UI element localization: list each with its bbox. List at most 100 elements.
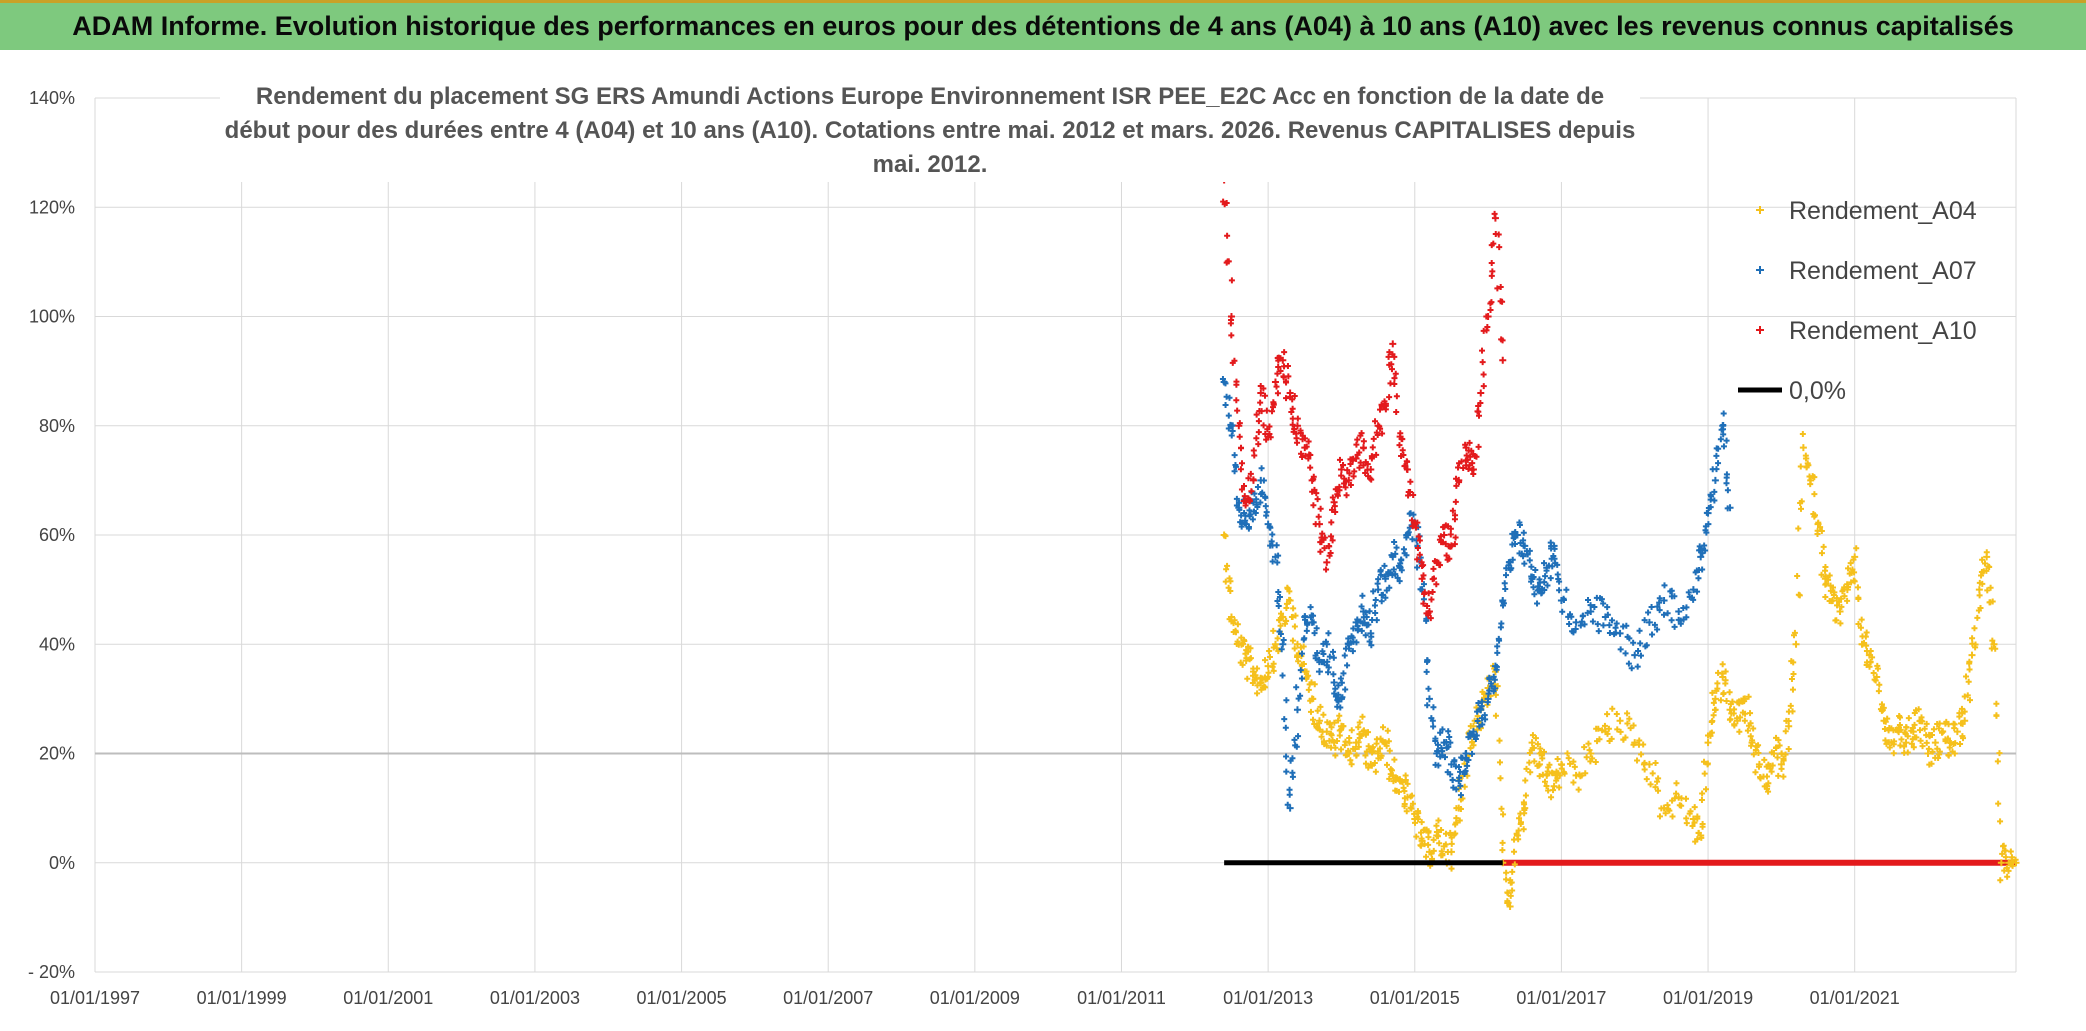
data-point-fill — [1393, 544, 1400, 551]
data-point — [1902, 739, 1910, 747]
data-point-fill — [1790, 659, 1797, 666]
data-point-fill — [1710, 712, 1717, 719]
data-point-fill — [1369, 444, 1376, 451]
data-point-fill — [1301, 435, 1308, 442]
data-point-fill — [1352, 745, 1359, 752]
legend-item: Rendement_A10 — [1756, 317, 1977, 345]
data-point-fill — [1362, 632, 1369, 639]
data-point-fill — [1566, 620, 1573, 627]
data-point-fill — [1641, 766, 1648, 773]
data-point-fill — [1236, 506, 1243, 513]
data-point-fill — [1669, 813, 1676, 820]
data-point-fill — [1654, 603, 1661, 610]
data-point-fill — [1447, 531, 1454, 538]
data-point-fill — [1249, 516, 1256, 523]
data-point-fill — [1656, 599, 1663, 606]
data-point-fill — [1707, 504, 1714, 511]
data-point — [1447, 542, 1455, 550]
data-point-fill — [1228, 432, 1235, 439]
data-point-fill — [1818, 571, 1825, 578]
data-point-fill — [1698, 545, 1705, 552]
data-point-fill — [1420, 600, 1427, 607]
data-point-fill — [1936, 748, 1943, 755]
data-point-fill — [1430, 847, 1437, 854]
data-point-fill — [1989, 598, 1996, 605]
data-point — [1425, 695, 1433, 703]
data-point-fill — [1520, 799, 1527, 806]
data-point-fill — [1233, 495, 1240, 502]
data-point-fill — [1585, 596, 1592, 603]
series-rendement-a10 — [1220, 176, 1507, 622]
data-point-fill — [1246, 497, 1253, 504]
data-point — [1755, 760, 1763, 768]
data-point-fill — [1303, 668, 1310, 675]
data-point-fill — [1415, 533, 1422, 540]
data-point-fill — [1604, 730, 1611, 737]
data-point-fill — [1701, 770, 1708, 777]
data-point-fill — [1609, 705, 1616, 712]
data-point-fill — [1436, 562, 1443, 569]
legend-marker — [1756, 266, 1764, 274]
data-point-fill — [1713, 452, 1720, 459]
data-point-fill — [1332, 685, 1339, 692]
data-point-fill — [1944, 735, 1951, 742]
data-point-fill — [1245, 648, 1252, 655]
data-point-fill — [1408, 805, 1415, 812]
data-point-fill — [1261, 683, 1268, 690]
data-point — [1660, 597, 1668, 605]
data-point-fill — [1456, 479, 1463, 486]
data-point-fill — [1662, 810, 1669, 817]
data-point-fill — [1241, 638, 1248, 645]
data-point-fill — [1498, 805, 1505, 812]
data-point-fill — [1637, 652, 1644, 659]
data-point-fill — [1884, 715, 1891, 722]
y-tick-label: - 20% — [28, 962, 75, 982]
data-point — [1785, 722, 1793, 730]
data-point-fill — [1326, 653, 1333, 660]
data-point-fill — [1427, 615, 1434, 622]
legend-label: Rendement_A10 — [1789, 317, 1977, 345]
data-point-fill — [1946, 744, 1953, 751]
data-point-fill — [1266, 654, 1273, 661]
data-point — [1843, 586, 1851, 594]
data-point-fill — [1787, 702, 1794, 709]
data-point-fill — [1927, 732, 1934, 739]
data-point-fill — [1425, 841, 1432, 848]
data-point-fill — [1577, 622, 1584, 629]
data-point-fill — [1390, 566, 1397, 573]
data-point-fill — [1392, 550, 1399, 557]
data-point — [1689, 586, 1697, 594]
data-point-fill — [1625, 660, 1632, 667]
data-point-fill — [1595, 725, 1602, 732]
data-point-fill — [1547, 539, 1554, 546]
data-point-fill — [1683, 614, 1690, 621]
x-tick-label: 01/01/2017 — [1516, 988, 1606, 1008]
data-point-fill — [1386, 349, 1393, 356]
data-point-fill — [1288, 613, 1295, 620]
data-point-fill — [1874, 662, 1881, 669]
data-point-fill — [1656, 813, 1663, 820]
data-point-fill — [1522, 777, 1529, 784]
data-point-fill — [1222, 533, 1229, 540]
data-point-fill — [1497, 283, 1504, 290]
data-point-fill — [1528, 563, 1535, 570]
data-point-fill — [1826, 572, 1833, 579]
data-point-fill — [1867, 647, 1874, 654]
legend-marker — [1756, 206, 1764, 214]
data-point-fill — [1736, 728, 1743, 735]
data-point-fill — [1457, 792, 1464, 799]
data-point-fill — [1447, 525, 1454, 532]
data-point-fill — [1567, 760, 1574, 767]
data-point-fill — [1591, 603, 1598, 610]
data-point-fill — [1903, 724, 1910, 731]
data-point-fill — [1921, 725, 1928, 732]
data-point-fill — [1225, 584, 1232, 591]
data-point-fill — [1526, 557, 1533, 564]
data-point-fill — [1692, 569, 1699, 576]
data-point-fill — [1785, 745, 1792, 752]
data-point — [1909, 728, 1917, 736]
data-point-fill — [1473, 732, 1480, 739]
data-point-fill — [1854, 584, 1861, 591]
data-point-fill — [1404, 780, 1411, 787]
data-point-fill — [1248, 488, 1255, 495]
